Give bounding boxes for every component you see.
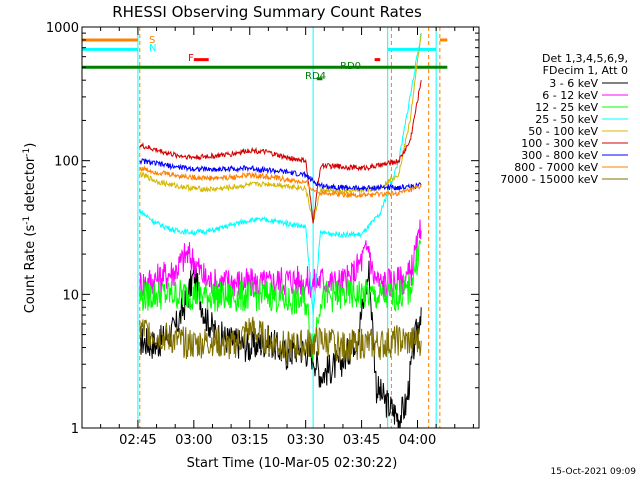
y-axis-label: Count Rate (s-1 detector-1) [22, 143, 38, 314]
x-tick-label: 03:30 [287, 433, 324, 448]
x-tick-label: 03:45 [343, 433, 380, 448]
y-axis: 1 10 100 1000 [46, 21, 479, 437]
legend: Det 1,3,4,5,6,9,FDecim 1, Att 03 - 6 keV… [500, 52, 628, 186]
legend-label: 50 - 100 keV [528, 125, 598, 138]
legend-label: 100 - 300 keV [521, 137, 598, 150]
chart-title: RHESSI Observing Summary Count Rates [112, 3, 422, 21]
x-tick-label: 02:45 [119, 433, 156, 448]
flag-label: S [149, 35, 155, 46]
x-tick-label: 03:00 [175, 433, 212, 448]
series-line [139, 240, 422, 363]
legend-label: 12 - 25 keV [535, 101, 598, 114]
series-line [139, 165, 422, 199]
series-line [139, 32, 422, 316]
y-axis-label-superscript: -1 [22, 148, 32, 157]
flag-label: RD4 [305, 71, 326, 82]
footer-date: 15-Oct-2021 09:09 [551, 467, 637, 477]
plot-area: SN F RD0 RD4 [82, 27, 448, 429]
plot-frame [81, 26, 480, 429]
flag-label: F [188, 53, 194, 64]
legend-label: 25 - 50 keV [535, 113, 598, 126]
legend-header: Det 1,3,4,5,6,9, [542, 52, 628, 65]
legend-label: 7000 - 15000 keV [500, 173, 598, 186]
series-line [139, 80, 422, 224]
y-axis-label-part: ) [23, 143, 38, 148]
series-line [139, 157, 422, 193]
x-tick-label: 03:15 [231, 433, 268, 448]
y-axis-label-part: Count Rate (s [23, 225, 38, 314]
y-tick-label: 100 [54, 155, 79, 170]
y-tick-label: 10 [62, 288, 79, 303]
y-tick-label: 1 [71, 422, 79, 437]
legend-header: FDecim 1, Att 0 [543, 64, 628, 77]
legend-label: 6 - 12 keV [542, 89, 598, 102]
x-tick-label: 04:00 [399, 433, 436, 448]
legend-label: 3 - 6 keV [549, 77, 598, 90]
y-axis-label-part: detector [23, 156, 38, 216]
series-line [139, 219, 422, 300]
y-axis-label-superscript: -1 [22, 216, 32, 225]
x-axis: 02:45 03:00 03:15 03:30 03:45 04:00 [81, 27, 474, 448]
legend-label: 300 - 800 keV [521, 149, 598, 162]
series-line [139, 316, 422, 364]
flag-label: RD0 [340, 61, 361, 72]
legend-label: 800 - 7000 keV [514, 161, 598, 174]
flag-label: N [149, 43, 156, 54]
y-tick-label: 1000 [46, 21, 79, 36]
x-axis-label: Start Time (10-Mar-05 02:30:22) [187, 456, 398, 471]
